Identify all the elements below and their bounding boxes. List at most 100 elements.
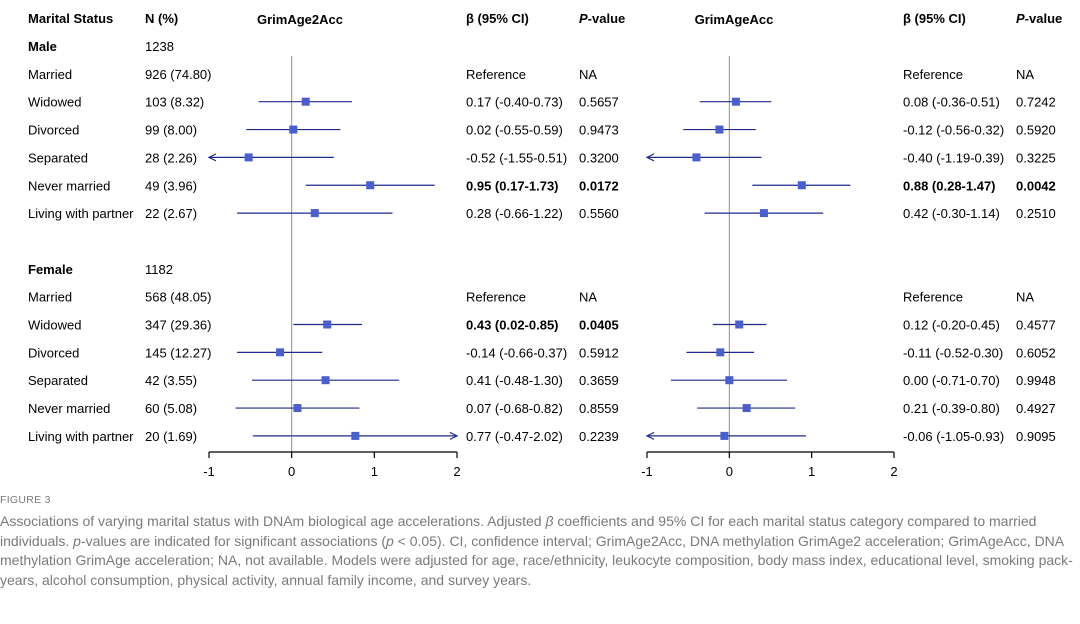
beta-ci-value: -0.11 (-0.52-0.30) [903, 345, 1003, 360]
point-estimate [715, 125, 724, 134]
point-estimate [310, 209, 319, 218]
point-estimate [351, 431, 360, 440]
row-label: Separated [28, 373, 88, 388]
table-row: Married 568 (48.05) Reference NA Reference NA [28, 290, 1034, 305]
row-n: 42 (3.55) [145, 373, 197, 388]
beta-ci-value: 0.12 (-0.20-0.45) [903, 318, 1000, 333]
p-value: 0.0405 [579, 318, 619, 333]
panel2-title: GrimAgeAcc [695, 12, 774, 27]
table-row: Never married 60 (5.08) 0.07 (-0.68-0.82) 0… [28, 401, 1056, 416]
point-estimate [731, 97, 740, 106]
beta-ci-value: -0.12 (-0.56-0.32) [903, 123, 1004, 138]
point-estimate [720, 431, 729, 440]
row-label: Divorced [28, 345, 79, 360]
row-n: 22 (2.67) [145, 206, 197, 221]
row-label: Widowed [28, 318, 81, 333]
p-value: 0.2239 [579, 429, 619, 444]
row-label: Married [28, 67, 72, 82]
x-axis-panel1: -1 0 1 2 [203, 451, 461, 479]
caption-part-1: Associations of varying marital status w… [0, 513, 546, 529]
beta-ci-value: -0.06 (-1.05-0.93) [903, 429, 1004, 444]
p-value: 0.9095 [1016, 429, 1056, 444]
beta-ci-value: Reference [903, 290, 963, 305]
row-label: Separated [28, 150, 88, 165]
rows-layer: Male 1238 Married 926 (74.80) Reference NA Ref… [28, 39, 1056, 444]
x-axis-panel2: -1 0 1 2 [641, 451, 898, 479]
axis-tick-label: -1 [203, 464, 215, 479]
panel1-title: GrimAge2Acc [257, 12, 343, 27]
beta-ci-value: Reference [466, 290, 526, 305]
p-value: 0.4577 [1016, 318, 1056, 333]
beta-ci-value: 0.21 (-0.39-0.80) [903, 401, 1000, 416]
header-beta-ci-1: β (95% CI) [466, 11, 529, 26]
beta-ci-value: 0.28 (-0.66-1.22) [466, 206, 563, 221]
header-n-percent: N (%) [145, 11, 178, 26]
caption-part-5: -values are indicated for significant as… [80, 532, 386, 549]
ci-arrow-right [449, 431, 459, 440]
p-value: 0.4927 [1016, 401, 1056, 416]
row-label: Widowed [28, 95, 81, 110]
beta-ci-value: 0.07 (-0.68-0.82) [466, 401, 563, 416]
beta-ci-value: 0.95 (0.17-1.73) [466, 178, 559, 193]
beta-ci-value: 0.02 (-0.55-0.59) [466, 123, 563, 138]
beta-ci-value: 0.00 (-0.71-0.70) [903, 373, 1000, 388]
point-estimate [716, 348, 725, 357]
row-label: Living with partner [28, 206, 134, 221]
point-estimate [244, 153, 253, 162]
beta-ci-value: Reference [466, 67, 526, 82]
beta-ci-value: -0.14 (-0.66-0.37) [466, 345, 567, 360]
p-value: 0.5657 [579, 95, 619, 110]
table-row: Divorced 99 (8.00) 0.02 (-0.55-0.59) 0.9473… [28, 123, 1056, 138]
p-value: 0.3200 [579, 150, 619, 165]
header-p-suffix-1: -value [588, 11, 626, 26]
row-n: 49 (3.96) [145, 178, 197, 193]
ci-arrow-left [645, 431, 655, 440]
point-estimate [692, 153, 701, 162]
p-value: 0.5560 [579, 206, 619, 221]
point-estimate [366, 181, 375, 190]
caption-p-symbol-2: p [386, 532, 394, 549]
p-value: NA [579, 67, 597, 82]
table-row: Widowed 347 (29.36) 0.43 (0.02-0.85) 0.0405… [28, 318, 1056, 333]
p-value: 0.9473 [579, 123, 619, 138]
p-value: 0.7242 [1016, 95, 1056, 110]
beta-ci-value: 0.88 (0.28-1.47) [903, 178, 996, 193]
point-estimate [276, 348, 285, 357]
header-row: Marital Status N (%) GrimAge2Acc β (95% … [28, 11, 1062, 27]
caption-p-symbol-1: p [73, 532, 81, 549]
table-row: Widowed 103 (8.32) 0.17 (-0.40-0.73) 0.5657… [28, 95, 1056, 110]
group-n: 1238 [145, 39, 174, 54]
table-row: Living with partner 20 (1.69) 0.77 (-0.47-… [28, 429, 1056, 444]
p-value: 0.5920 [1016, 123, 1056, 138]
beta-ci-value: 0.17 (-0.40-0.73) [466, 95, 563, 110]
caption-part-3: coefficients and 95% CI for each marital… [0, 513, 1037, 549]
row-n: 60 (5.08) [145, 401, 197, 416]
p-value: 0.8559 [579, 401, 619, 416]
p-value: 0.3659 [579, 373, 619, 388]
point-estimate [321, 376, 330, 385]
p-value: NA [579, 290, 597, 305]
axis-tick-label: -1 [641, 464, 653, 479]
beta-ci-value: 0.42 (-0.30-1.14) [903, 206, 1000, 221]
header-p-value-2: P-value [1016, 11, 1062, 26]
point-estimate [323, 320, 332, 329]
axis-tick-label: 1 [808, 464, 815, 479]
caption-beta-symbol: β [545, 513, 554, 529]
ci-arrow-left [207, 153, 217, 162]
beta-ci-value: 0.41 (-0.48-1.30) [466, 373, 563, 388]
beta-ci-value: 0.77 (-0.47-2.02) [466, 429, 563, 444]
table-row: Divorced 145 (12.27) -0.14 (-0.66-0.37) 0.5… [28, 345, 1056, 360]
beta-ci-value: 0.43 (0.02-0.85) [466, 318, 559, 333]
beta-ci-value: 0.08 (-0.36-0.51) [903, 95, 1000, 110]
point-estimate [301, 97, 310, 106]
row-n: 145 (12.27) [145, 345, 212, 360]
header-beta-ci-2: β (95% CI) [903, 11, 966, 26]
row-n: 347 (29.36) [145, 318, 212, 333]
caption-text: Associations of varying marital status w… [0, 512, 1080, 590]
table-row: Separated 28 (2.26) -0.52 (-1.55-0.51) 0.32… [28, 150, 1056, 165]
p-value: 0.3225 [1016, 150, 1056, 165]
axis-tick-label: 2 [453, 464, 460, 479]
row-label: Married [28, 290, 72, 305]
row-n: 20 (1.69) [145, 429, 197, 444]
header-marital-status: Marital Status [28, 11, 113, 26]
